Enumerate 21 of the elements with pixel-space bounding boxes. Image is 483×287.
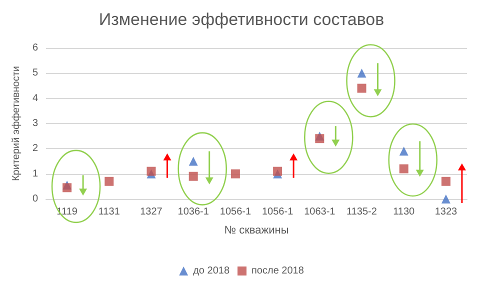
x-tick-label: 1135-2 [346, 206, 378, 218]
y-tick-label: 6 [32, 42, 38, 54]
x-axis-title: № скважины [224, 224, 289, 236]
y-tick-label: 1 [32, 168, 38, 180]
chart-title: Изменение эффетивности составов [98, 10, 384, 29]
legend-label: до 2018 [193, 266, 230, 276]
x-tick-label: 1063-1 [304, 206, 336, 218]
y-tick-label: 4 [32, 92, 38, 104]
y-axis-title: Критерий эффетивности [11, 66, 22, 182]
x-tick-label: 1036-1 [178, 206, 210, 218]
y-tick-label: 2 [32, 143, 38, 154]
y-tick-label: 5 [32, 68, 38, 79]
y-tick-label: 3 [32, 118, 38, 129]
x-tick-label: 1056-1 [262, 206, 294, 218]
x-tick-label: 1327 [140, 206, 163, 218]
x-tick-label: 1130 [393, 206, 416, 218]
x-tick-label: 1323 [434, 206, 458, 218]
y-tick-label: 0 [32, 194, 38, 204]
x-tick-label: 1056-1 [220, 206, 252, 218]
x-tick-label: 1131 [98, 206, 120, 218]
legend-label: после 2018 [252, 266, 304, 276]
